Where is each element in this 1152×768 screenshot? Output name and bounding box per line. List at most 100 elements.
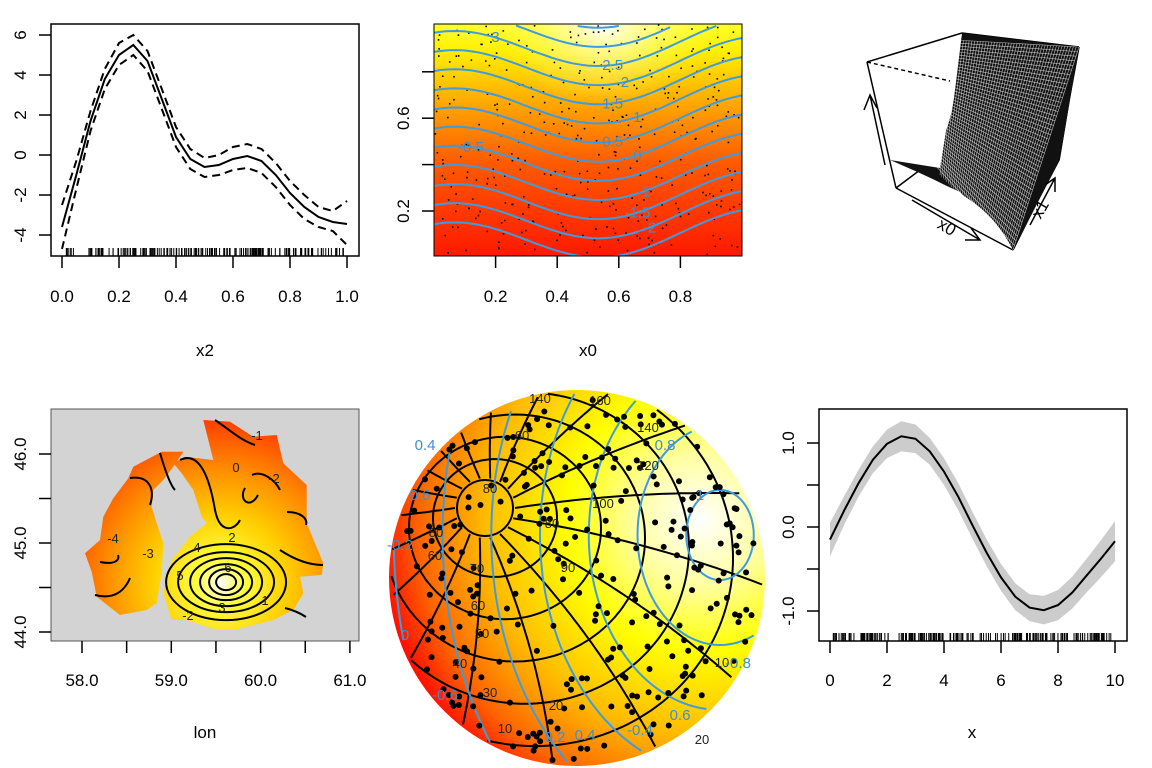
x-tick-label: 0.6 (607, 287, 631, 306)
contour-line (434, 171, 742, 221)
data-point (673, 131, 676, 134)
mesh-line (939, 136, 1029, 205)
x-tick-label: 8 (1053, 671, 1062, 690)
data-point (436, 94, 439, 97)
grid-label: 60 (428, 548, 442, 563)
data-point (444, 234, 447, 237)
contour-line (587, 400, 707, 710)
data-point (640, 461, 647, 468)
data-point (732, 206, 735, 208)
data-point (465, 494, 472, 501)
data-point (716, 78, 719, 80)
y-tick-label: 0.6 (394, 106, 413, 130)
mesh-line (954, 45, 1077, 57)
data-point (532, 743, 539, 750)
data-point (638, 54, 641, 57)
mesh-line (986, 44, 1035, 223)
heatmap-highlight (434, 24, 742, 256)
data-point (641, 118, 644, 121)
contour-line (441, 445, 491, 743)
data-point (679, 496, 686, 503)
data-point (691, 172, 693, 174)
mesh-line (950, 68, 1065, 94)
contour-line (99, 554, 120, 564)
data-point (727, 141, 730, 144)
data-point (651, 239, 654, 242)
meridian-line (499, 396, 539, 483)
x-tick-label: 0.4 (545, 287, 569, 306)
data-point (663, 38, 665, 41)
meridian-line (513, 517, 763, 586)
grid-label: 20 (549, 698, 563, 713)
mesh-line (951, 62, 1068, 85)
data-point (653, 481, 660, 488)
contour-label: 0.2 (545, 729, 566, 746)
x-axis-label: lon (194, 723, 217, 742)
grid-label: 10 (498, 721, 512, 736)
mesh-line (984, 44, 1032, 222)
box-edge (895, 187, 1014, 251)
mesh-line (946, 90, 1053, 131)
data-point (439, 86, 441, 88)
data-point (736, 246, 739, 248)
mesh-line (967, 42, 1004, 205)
data-point (720, 491, 727, 498)
data-point (653, 251, 656, 254)
data-point (547, 718, 554, 725)
data-point (563, 507, 570, 514)
mesh-line (948, 82, 1057, 117)
data-point (733, 542, 740, 549)
data-point (715, 99, 718, 101)
data-point (607, 166, 610, 169)
data-point (675, 478, 682, 485)
data-point (704, 109, 707, 112)
data-point (450, 186, 453, 188)
data-point (562, 464, 569, 471)
data-point (424, 636, 431, 643)
data-point (458, 549, 465, 556)
data-point (683, 687, 690, 694)
data-point (451, 522, 458, 529)
data-point (650, 76, 653, 78)
data-point (452, 673, 459, 680)
data-point (486, 93, 489, 95)
data-point (584, 33, 587, 35)
data-point (441, 217, 444, 220)
data-point (643, 440, 650, 447)
data-point (597, 31, 600, 33)
data-point (451, 226, 454, 228)
data-point (485, 25, 487, 28)
data-point (457, 34, 460, 36)
data-point (613, 151, 616, 153)
data-point (636, 235, 639, 237)
data-point (404, 528, 411, 535)
data-point (467, 207, 470, 210)
contour-line (434, 75, 742, 125)
data-point (649, 69, 651, 72)
data-point (477, 692, 484, 699)
meridian-line (512, 424, 686, 499)
data-point (510, 743, 517, 750)
x1-axis-arrow-icon (1029, 176, 1056, 226)
mesh-line (946, 93, 1051, 135)
data-point (457, 55, 460, 57)
region-east (163, 420, 324, 630)
data-point (573, 194, 576, 197)
data-point (558, 132, 561, 135)
meridian-line (427, 469, 463, 490)
data-point (422, 542, 429, 549)
fit-line (829, 435, 1116, 612)
data-point (643, 613, 650, 620)
data-point (506, 699, 513, 706)
mesh-line (997, 45, 1054, 235)
data-point (583, 127, 586, 130)
data-point (678, 85, 681, 88)
contour-line (199, 563, 254, 602)
data-point (652, 519, 659, 526)
x-tick-label: 58.0 (65, 671, 98, 690)
data-point (612, 227, 615, 230)
data-point (626, 249, 629, 252)
mesh-line (953, 48, 1075, 62)
data-point (537, 738, 544, 745)
data-point (466, 171, 469, 173)
